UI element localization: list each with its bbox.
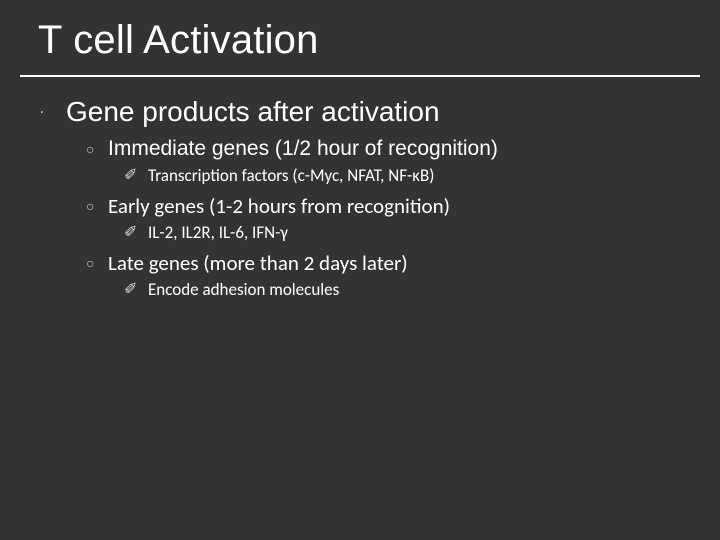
list-item: ✐ Encode adhesion molecules [124, 279, 688, 301]
slide: T cell Activation ٠ Gene products after … [0, 0, 720, 540]
list-item: ✐ IL-2, IL2R, IL-6, IFN-γ [124, 222, 688, 244]
bullet-arrow-icon: ✐ [124, 165, 148, 187]
list-item: ○ Late genes (more than 2 days later) [86, 250, 688, 276]
bullet-circle-icon: ○ [86, 193, 108, 219]
l2-text: Late genes (more than 2 days later) [108, 250, 408, 276]
slide-title: T cell Activation [38, 18, 319, 63]
l3-text: IL-2, IL2R, IL-6, IFN-γ [148, 222, 288, 244]
list-item: ○ Immediate genes (1/2 hour of recogniti… [86, 136, 688, 162]
bullet-dot-icon: ٠ [38, 96, 66, 126]
slide-body: ٠ Gene products after activation ○ Immed… [38, 96, 688, 305]
l1-text: Gene products after activation [66, 96, 440, 128]
list-item: ✐ Transcription factors (c-Myc, NFAT, NF… [124, 165, 688, 187]
bullet-arrow-icon: ✐ [124, 279, 148, 301]
l2-text: Immediate genes (1/2 hour of recognition… [108, 136, 498, 162]
list-item: ○ Early genes (1-2 hours from recognitio… [86, 193, 688, 219]
bullet-circle-icon: ○ [86, 250, 108, 276]
bullet-arrow-icon: ✐ [124, 222, 148, 244]
l3-text: Transcription factors (c-Myc, NFAT, NF-κ… [148, 165, 434, 187]
l3-text: Encode adhesion molecules [148, 279, 339, 301]
bullet-circle-icon: ○ [86, 136, 108, 162]
l2-text: Early genes (1-2 hours from recognition) [108, 193, 450, 219]
list-item: ٠ Gene products after activation [38, 96, 688, 128]
title-underline [20, 75, 700, 77]
